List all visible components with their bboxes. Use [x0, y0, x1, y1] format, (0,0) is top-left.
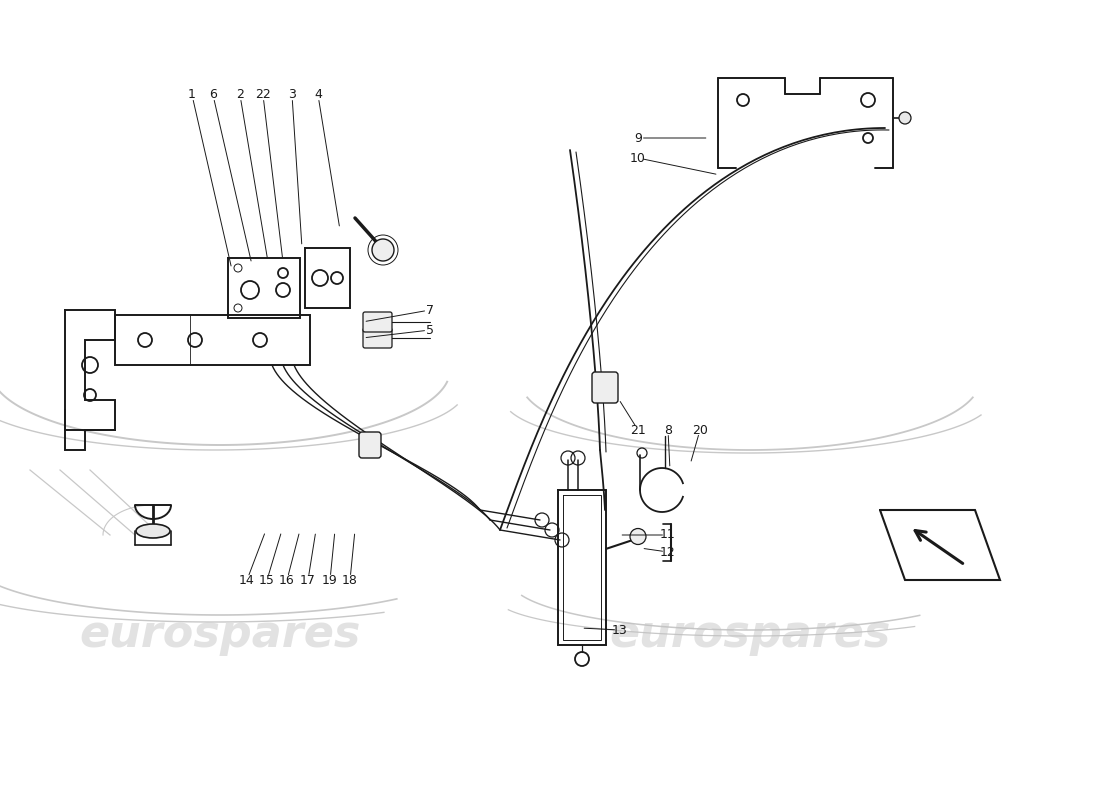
FancyBboxPatch shape: [363, 328, 392, 348]
Text: 1: 1: [188, 89, 196, 102]
FancyBboxPatch shape: [363, 312, 392, 332]
Text: 3: 3: [288, 89, 296, 102]
Text: 13: 13: [612, 623, 628, 637]
Text: 7: 7: [426, 303, 434, 317]
Circle shape: [366, 441, 374, 449]
Text: 19: 19: [322, 574, 338, 586]
Text: 15: 15: [260, 574, 275, 586]
Text: 14: 14: [239, 574, 255, 586]
Ellipse shape: [136, 524, 170, 538]
Text: 8: 8: [664, 423, 672, 437]
FancyBboxPatch shape: [592, 372, 618, 403]
Text: 16: 16: [279, 574, 295, 586]
Text: 9: 9: [634, 131, 642, 145]
Text: 12: 12: [660, 546, 675, 558]
Text: 20: 20: [692, 423, 708, 437]
Circle shape: [630, 529, 646, 545]
Text: 22: 22: [255, 89, 271, 102]
Text: 2: 2: [236, 89, 244, 102]
Text: 10: 10: [630, 151, 646, 165]
Text: eurospares: eurospares: [79, 614, 361, 657]
Text: 4: 4: [315, 89, 322, 102]
Text: eurospares: eurospares: [609, 614, 891, 657]
Text: 18: 18: [342, 574, 358, 586]
Text: 21: 21: [630, 423, 646, 437]
Text: 5: 5: [426, 323, 434, 337]
Circle shape: [899, 112, 911, 124]
Circle shape: [372, 239, 394, 261]
Text: 11: 11: [660, 529, 675, 542]
Text: 6: 6: [209, 89, 217, 102]
Text: 17: 17: [300, 574, 316, 586]
FancyBboxPatch shape: [359, 432, 381, 458]
